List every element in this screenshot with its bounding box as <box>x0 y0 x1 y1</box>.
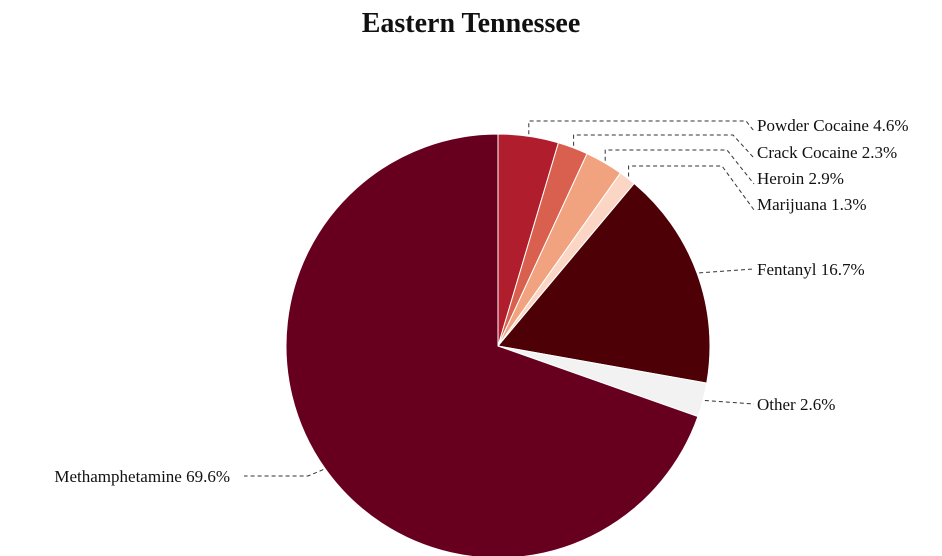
chart-title: Eastern Tennessee <box>361 8 581 39</box>
leader-line-heroin <box>604 149 755 185</box>
slice-label-powder-cocaine: Powder Cocaine 4.6% <box>757 116 909 135</box>
slice-label-heroin: Heroin 2.9% <box>757 169 844 188</box>
slice-label-methamphetamine: Methamphetamine 69.6% <box>54 467 230 486</box>
leader-line-fentanyl <box>699 268 755 274</box>
pie-slice-methamphetamine <box>285 133 699 556</box>
leader-line-other <box>704 400 755 405</box>
leader-line-methamphetamine <box>244 469 324 477</box>
leader-line-marijuana <box>628 165 755 211</box>
pie-slice-fentanyl <box>497 182 711 384</box>
slice-label-other: Other 2.6% <box>757 395 835 414</box>
leader-line-powder-cocaine <box>528 120 755 135</box>
slice-label-marijuana: Marijuana 1.3% <box>757 195 867 214</box>
slice-label-crack-cocaine: Crack Cocaine 2.3% <box>757 143 897 162</box>
leader-line-crack-cocaine <box>573 134 755 159</box>
slice-label-fentanyl: Fentanyl 16.7% <box>757 260 865 279</box>
